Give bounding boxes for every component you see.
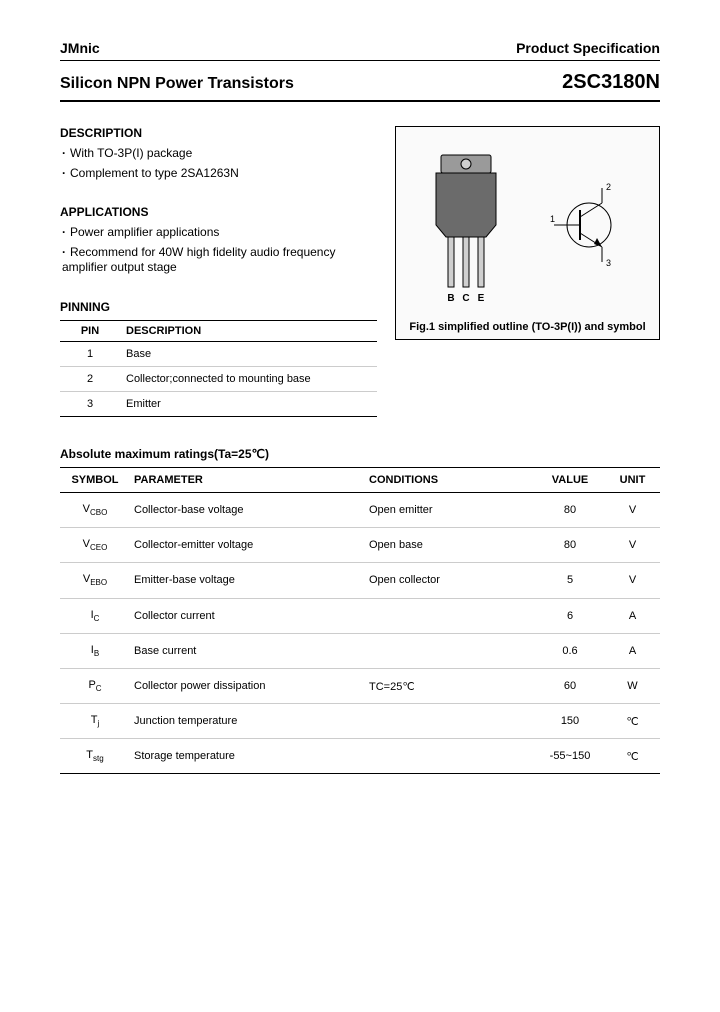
symbol-cell: VCBO [60, 492, 130, 527]
symbol-cell: Tj [60, 704, 130, 739]
table-row: 3 Emitter [60, 391, 377, 416]
table-row: ICCollector current 6A [60, 598, 660, 633]
unit-cell: V [605, 563, 660, 598]
pinning-table: PIN DESCRIPTION 1 Base 2 Collector;conne… [60, 320, 377, 417]
description-heading: DESCRIPTION [60, 126, 377, 140]
table-row: TstgStorage temperature -55~150℃ [60, 739, 660, 774]
product-title: Silicon NPN Power Transistors [60, 75, 294, 93]
param-cell: Collector current [130, 598, 365, 633]
figure-inner: B C E 1 2 3 [404, 135, 651, 315]
symbol-cell: IC [60, 598, 130, 633]
pin-col-header: PIN [60, 320, 120, 341]
value-cell: 0.6 [535, 633, 605, 668]
list-item: Power amplifier applications [62, 225, 377, 241]
unit-cell: W [605, 668, 660, 703]
unit-cell: V [605, 492, 660, 527]
title-row: Silicon NPN Power Transistors 2SC3180N [60, 61, 660, 100]
cond-cell [365, 704, 535, 739]
param-cell: Junction temperature [130, 704, 365, 739]
pin-cell: 3 [60, 391, 120, 416]
table-row: VCEOCollector-emitter voltageOpen base80… [60, 528, 660, 563]
param-cell: Collector power dissipation [130, 668, 365, 703]
param-col-header: PARAMETER [130, 467, 365, 492]
applications-heading: APPLICATIONS [60, 205, 377, 219]
table-row: SYMBOL PARAMETER CONDITIONS VALUE UNIT [60, 467, 660, 492]
unit-cell: ℃ [605, 739, 660, 774]
symbol-cell: Tstg [60, 739, 130, 774]
pin-label-c: C [462, 293, 469, 304]
symbol-cell: VCEO [60, 528, 130, 563]
figure-caption: Fig.1 simplified outline (TO-3P(I)) and … [404, 321, 651, 333]
symbol-pin-3: 3 [606, 258, 611, 268]
table-row: TjJunction temperature 150℃ [60, 704, 660, 739]
unit-cell: ℃ [605, 704, 660, 739]
param-cell: Collector-emitter voltage [130, 528, 365, 563]
value-cell: 5 [535, 563, 605, 598]
table-row: PIN DESCRIPTION [60, 320, 377, 341]
table-row: IBBase current 0.6A [60, 633, 660, 668]
symbol-cell: PC [60, 668, 130, 703]
unit-cell: V [605, 528, 660, 563]
desc-cell: Emitter [120, 391, 377, 416]
cond-cell: TC=25℃ [365, 668, 535, 703]
list-item: With TO-3P(I) package [62, 146, 377, 162]
ratings-heading: Absolute maximum ratings(Ta=25℃) [60, 447, 660, 461]
desc-cell: Collector;connected to mounting base [120, 366, 377, 391]
cond-cell: Open collector [365, 563, 535, 598]
desc-cell: Base [120, 341, 377, 366]
cond-cell: Open emitter [365, 492, 535, 527]
list-item: Complement to type 2SA1263N [62, 166, 377, 182]
pin-label-b: B [447, 293, 454, 304]
cond-cell: Open base [365, 528, 535, 563]
spec-label: Product Specification [516, 40, 660, 56]
table-row: VEBOEmitter-base voltageOpen collector5V [60, 563, 660, 598]
desc-col-header: DESCRIPTION [120, 320, 377, 341]
part-number: 2SC3180N [562, 71, 660, 94]
table-row: 1 Base [60, 341, 377, 366]
param-cell: Base current [130, 633, 365, 668]
param-cell: Collector-base voltage [130, 492, 365, 527]
param-cell: Storage temperature [130, 739, 365, 774]
description-list: With TO-3P(I) package Complement to type… [60, 146, 377, 181]
value-cell: 80 [535, 528, 605, 563]
param-cell: Emitter-base voltage [130, 563, 365, 598]
symbol-pin-1: 1 [550, 214, 555, 224]
text-column: DESCRIPTION With TO-3P(I) package Comple… [60, 102, 377, 417]
value-cell: -55~150 [535, 739, 605, 774]
pin-cell: 1 [60, 341, 120, 366]
value-cell: 6 [535, 598, 605, 633]
ratings-table: SYMBOL PARAMETER CONDITIONS VALUE UNIT V… [60, 467, 660, 775]
package-icon: B C E [421, 145, 511, 305]
value-cell: 60 [535, 668, 605, 703]
table-row: PCCollector power dissipationTC=25℃60W [60, 668, 660, 703]
applications-list: Power amplifier applications Recommend f… [60, 225, 377, 276]
page-header: JMnic Product Specification [60, 40, 660, 60]
transistor-symbol-icon: 1 2 3 [544, 170, 634, 280]
unit-cell: A [605, 633, 660, 668]
company-name: JMnic [60, 40, 100, 56]
table-row: VCBOCollector-base voltageOpen emitter80… [60, 492, 660, 527]
value-cell: 80 [535, 492, 605, 527]
content-row: DESCRIPTION With TO-3P(I) package Comple… [60, 102, 660, 417]
unit-cell: A [605, 598, 660, 633]
cond-cell [365, 633, 535, 668]
cond-cell [365, 598, 535, 633]
list-item: Recommend for 40W high fidelity audio fr… [62, 245, 377, 276]
cond-col-header: CONDITIONS [365, 467, 535, 492]
symbol-cell: VEBO [60, 563, 130, 598]
unit-col-header: UNIT [605, 467, 660, 492]
table-row: 2 Collector;connected to mounting base [60, 366, 377, 391]
figure-box: B C E 1 2 3 Fig.1 simplified outline (TO… [395, 126, 660, 340]
pin-label-e: E [477, 293, 484, 304]
cond-cell [365, 739, 535, 774]
value-cell: 150 [535, 704, 605, 739]
pin-cell: 2 [60, 366, 120, 391]
symbol-col-header: SYMBOL [60, 467, 130, 492]
symbol-pin-2: 2 [606, 182, 611, 192]
symbol-cell: IB [60, 633, 130, 668]
pinning-heading: PINNING [60, 300, 377, 314]
value-col-header: VALUE [535, 467, 605, 492]
